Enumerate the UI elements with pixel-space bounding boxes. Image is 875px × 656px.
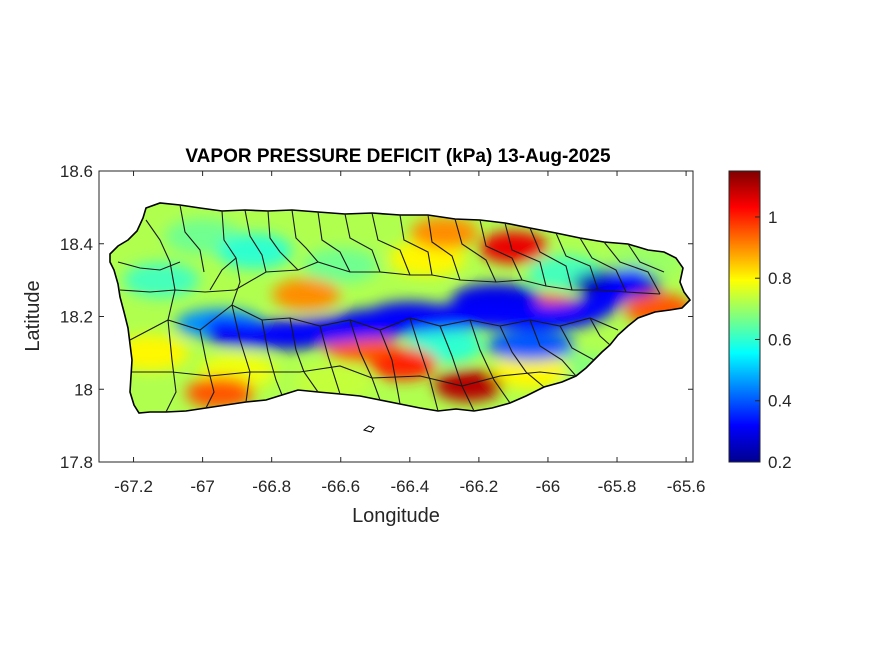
- municipality-boundary-8: [371, 212, 411, 276]
- municipality-boundary-23: [231, 304, 251, 403]
- municipality-boundary-0: [145, 219, 176, 321]
- municipality-boundary-36: [132, 365, 577, 387]
- municipality-boundary-12: [479, 219, 523, 281]
- y-axis-title: Latitude: [22, 280, 44, 351]
- colorbar-gradient: [728, 170, 761, 463]
- y-tick-label: 17.8: [60, 453, 93, 472]
- high-vpd-blob-0: [479, 231, 548, 264]
- municipality-boundary-32: [499, 325, 545, 388]
- municipality-boundary-34: [559, 325, 595, 361]
- low-vpd-blob-6: [486, 330, 575, 361]
- municipality-boundary-25: [289, 317, 319, 393]
- y-tick-label: 18.6: [60, 162, 93, 181]
- colorbar-tick-label: 1: [768, 208, 777, 227]
- municipality-boundary-5: [291, 209, 319, 263]
- municipality-boundary-13: [504, 222, 547, 287]
- municipality-boundary-27: [349, 319, 381, 401]
- municipality-boundary-6: [317, 211, 351, 273]
- municipality-boundary-7: [344, 213, 381, 273]
- x-axis-title: Longitude: [352, 505, 440, 527]
- municipality-boundary-1: [179, 204, 205, 273]
- municipality-boundary-29: [409, 317, 439, 412]
- y-tick-label: 18.2: [60, 308, 93, 327]
- high-vpd-blob-4: [185, 376, 254, 409]
- municipality-boundary-24: [261, 319, 283, 396]
- municipality-boundary-38: [209, 257, 237, 291]
- x-tick-label: -66.2: [460, 477, 499, 496]
- municipality-boundary-21: [165, 319, 177, 413]
- x-tick-label: -65.6: [667, 477, 706, 496]
- colorbar-tick-label: 0.6: [768, 330, 792, 349]
- colorbar-tick-label: 0.2: [768, 453, 792, 472]
- municipality-boundary-37: [117, 261, 181, 271]
- municipality-boundary-33: [529, 319, 577, 377]
- x-tick-label: -66.6: [321, 477, 360, 496]
- island-outline: [109, 202, 692, 414]
- high-vpd-blob-8: [272, 278, 341, 311]
- municipality-boundaries: [117, 204, 665, 413]
- plot-area: -67.2 -67 -66.8 -66.6 -66.4 -66.2 -66 -65.8 -65.…: [60, 162, 706, 496]
- municipality-boundary-30: [439, 325, 475, 412]
- heatmap-cell-variation-0: [123, 262, 200, 299]
- heatmap-cell-variation-11: [492, 353, 569, 390]
- x-tick-label: -66.8: [252, 477, 291, 496]
- heatmap-cell-variation-2: [216, 233, 293, 270]
- municipality-boundary-26: [319, 325, 341, 395]
- colorbar-ticks: 0.2 0.4 0.6 0.8 1: [755, 208, 792, 472]
- chart-title: VAPOR PRESSURE DEFICIT (kPa) 13-Aug-2025: [185, 146, 611, 167]
- x-tick-label: -67.2: [114, 477, 153, 496]
- municipality-boundary-4: [267, 210, 299, 271]
- municipality-boundary-14: [529, 227, 573, 291]
- island-heatmap: [110, 203, 690, 413]
- municipality-boundary-18: [627, 243, 665, 273]
- heatmap-cell-variation-10: [389, 240, 466, 277]
- municipality-boundary-28: [379, 329, 401, 405]
- municipality-boundary-17: [603, 241, 661, 295]
- y-tick-label: 18.4: [60, 235, 93, 254]
- vieques-islet: [362, 425, 375, 433]
- high-vpd-blob-2: [368, 347, 437, 380]
- x-axis-ticks: -67.2 -67 -66.8 -66.6 -66.4 -66.2 -66 -65.8 -65.…: [114, 171, 705, 496]
- municipality-boundary-19: [119, 261, 661, 295]
- x-tick-label: -65.8: [598, 477, 637, 496]
- municipality-boundary-11: [454, 218, 497, 283]
- x-tick-label: -66: [536, 477, 561, 496]
- municipality-boundary-9: [399, 214, 433, 276]
- municipality-boundary-10: [427, 214, 461, 281]
- x-tick-label: -67: [190, 477, 215, 496]
- high-vpd-blob-1: [434, 369, 503, 402]
- high-vpd-blob-7: [410, 216, 479, 249]
- municipality-boundary-35: [589, 317, 611, 346]
- y-tick-label: 18: [74, 380, 93, 399]
- y-axis-ticks: 17.8 18 18.2 18.4 18.6: [60, 162, 693, 472]
- colorbar-tick-label: 0.8: [768, 269, 792, 288]
- municipality-boundary-31: [469, 319, 511, 404]
- municipality-boundary-16: [579, 237, 627, 293]
- central-low-vpd-band: [206, 267, 648, 348]
- municipality-boundary-3: [244, 209, 267, 273]
- heatmap-cell-variation-3: [302, 247, 379, 284]
- municipality-boundary-15: [555, 232, 599, 291]
- x-tick-label: -66.4: [390, 477, 429, 496]
- colorbar-tick-label: 0.4: [768, 392, 792, 411]
- colorbar: 0.2 0.4 0.6 0.8 1: [728, 170, 792, 472]
